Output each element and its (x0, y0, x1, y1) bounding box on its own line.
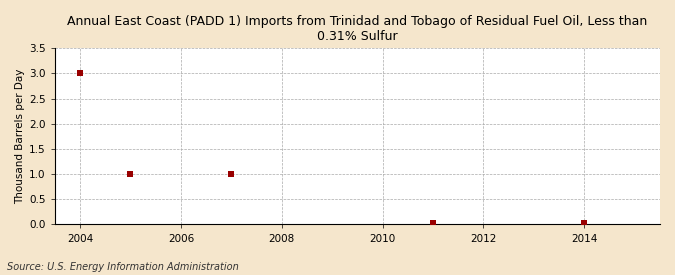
Point (579, 221, 590, 226)
Point (75, 71, 86, 76)
Point (226, 172, 237, 176)
Y-axis label: Thousand Barrels per Day: Thousand Barrels per Day (15, 69, 25, 204)
Point (428, 221, 439, 226)
Title: Annual East Coast (PADD 1) Imports from Trinidad and Tobago of Residual Fuel Oil: Annual East Coast (PADD 1) Imports from … (68, 15, 647, 43)
Point (125, 172, 136, 176)
Text: Source: U.S. Energy Information Administration: Source: U.S. Energy Information Administ… (7, 262, 238, 272)
